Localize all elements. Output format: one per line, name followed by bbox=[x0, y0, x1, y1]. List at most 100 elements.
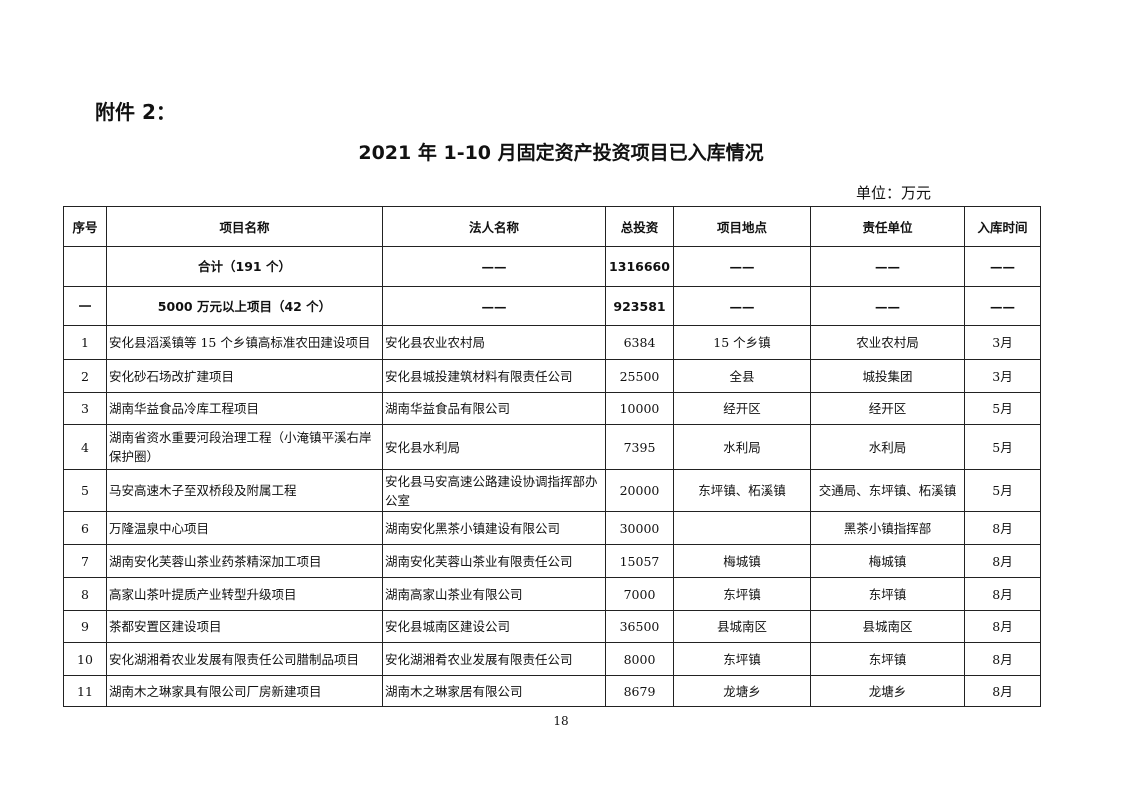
table-cell: 湖南高家山茶业有限公司 bbox=[382, 577, 606, 611]
table-cell: 20000 bbox=[605, 469, 674, 512]
table-cell: 一 bbox=[63, 286, 107, 326]
table-cell: 梅城镇 bbox=[810, 544, 965, 578]
table-cell: 10 bbox=[63, 642, 107, 676]
table-cell: 8月 bbox=[964, 642, 1041, 676]
table-cell: 30000 bbox=[605, 511, 674, 545]
table-cell: 25500 bbox=[605, 359, 674, 393]
table-cell: 5 bbox=[63, 469, 107, 512]
table-cell: 安化县城投建筑材料有限责任公司 bbox=[382, 359, 606, 393]
table-row: 3 湖南华益食品冷库工程项目 湖南华益食品有限公司 10000 经开区 经开区 5月 bbox=[63, 392, 1041, 425]
table-cell: 7000 bbox=[605, 577, 674, 611]
table-cell: —— bbox=[810, 246, 965, 287]
column-header: 入库时间 bbox=[964, 206, 1041, 247]
table-cell: 东坪镇 bbox=[810, 577, 965, 611]
table-cell: 8679 bbox=[605, 675, 674, 707]
table-cell: 农业农村局 bbox=[810, 325, 965, 360]
table-cell: 高家山茶叶提质产业转型升级项目 bbox=[106, 577, 383, 611]
table-row: 2 安化砂石场改扩建项目 安化县城投建筑材料有限责任公司 25500 全县 城投集团 3月 bbox=[63, 359, 1041, 393]
table-cell: 城投集团 bbox=[810, 359, 965, 393]
table-row: 1 安化县滔溪镇等 15 个乡镇高标准农田建设项目 安化县农业农村局 6384 15 个… bbox=[63, 325, 1041, 360]
table-cell: 15 个乡镇 bbox=[673, 325, 811, 360]
table-cell: 水利局 bbox=[810, 424, 965, 470]
table-cell: 水利局 bbox=[673, 424, 811, 470]
table-cell: 安化湖湘肴农业发展有限责任公司 bbox=[382, 642, 606, 676]
table-cell: 经开区 bbox=[810, 392, 965, 425]
column-header: 项目名称 bbox=[106, 206, 383, 247]
table-row: 10 安化湖湘肴农业发展有限责任公司腊制品项目 安化湖湘肴农业发展有限责任公司 800… bbox=[63, 642, 1041, 676]
table-cell: 1316660 bbox=[605, 246, 674, 287]
table-cell: 8月 bbox=[964, 577, 1041, 611]
table-cell: 龙塘乡 bbox=[673, 675, 811, 707]
table-cell: 6384 bbox=[605, 325, 674, 360]
table-cell: —— bbox=[382, 246, 606, 287]
table-cell: 3月 bbox=[964, 359, 1041, 393]
table-row: 11 湖南木之琳家具有限公司厂房新建项目 湖南木之琳家居有限公司 8679 龙塘乡 龙塘乡… bbox=[63, 675, 1041, 707]
table-cell: 梅城镇 bbox=[673, 544, 811, 578]
table-cell: 8 bbox=[63, 577, 107, 611]
table-cell: 8月 bbox=[964, 675, 1041, 707]
table-cell: 湖南安化黑茶小镇建设有限公司 bbox=[382, 511, 606, 545]
table-row: 4 湖南省资水重要河段治理工程（小淹镇平溪右岸保护圈） 安化县水利局 7395 水利局水… bbox=[63, 424, 1041, 470]
table-cell: 5月 bbox=[964, 469, 1041, 512]
table-cell bbox=[63, 246, 107, 287]
table-cell: 龙塘乡 bbox=[810, 675, 965, 707]
page-number: 18 bbox=[553, 714, 569, 728]
table-cell: 8000 bbox=[605, 642, 674, 676]
table-cell: 合计（191 个） bbox=[106, 246, 383, 287]
table-cell: 湖南木之琳家具有限公司厂房新建项目 bbox=[106, 675, 383, 707]
table-cell: 安化县水利局 bbox=[382, 424, 606, 470]
column-header: 序号 bbox=[63, 206, 107, 247]
table-cell: 5月 bbox=[964, 424, 1041, 470]
table-cell: 安化县滔溪镇等 15 个乡镇高标准农田建设项目 bbox=[106, 325, 383, 360]
table-cell: 8月 bbox=[964, 544, 1041, 578]
table-cell: 茶都安置区建设项目 bbox=[106, 610, 383, 643]
table-cell: 湖南安化芙蓉山茶业药茶精深加工项目 bbox=[106, 544, 383, 578]
summary-row: 一 5000 万元以上项目（42 个） —— 923581 —— —— —— bbox=[63, 286, 1041, 326]
table-row: 7 湖南安化芙蓉山茶业药茶精深加工项目 湖南安化芙蓉山茶业有限责任公司 15057 梅城… bbox=[63, 544, 1041, 578]
table-cell: —— bbox=[382, 286, 606, 326]
table-cell: 8月 bbox=[964, 511, 1041, 545]
table-cell: 3月 bbox=[964, 325, 1041, 360]
table-row: 5 马安高速木子至双桥段及附属工程 安化县马安高速公路建设协调指挥部办公室 20000… bbox=[63, 469, 1041, 512]
table-cell: 7 bbox=[63, 544, 107, 578]
table-cell: 经开区 bbox=[673, 392, 811, 425]
table-cell: 2 bbox=[63, 359, 107, 393]
table-cell: 5月 bbox=[964, 392, 1041, 425]
table-cell: —— bbox=[810, 286, 965, 326]
attachment-label: 附件 2： bbox=[95, 100, 176, 124]
table-cell: 3 bbox=[63, 392, 107, 425]
table-cell: 东坪镇、柘溪镇 bbox=[673, 469, 811, 512]
column-header: 总投资 bbox=[605, 206, 674, 247]
table-cell: 马安高速木子至双桥段及附属工程 bbox=[106, 469, 383, 512]
column-header: 责任单位 bbox=[810, 206, 965, 247]
table-cell: —— bbox=[673, 246, 811, 287]
table-cell: 万隆温泉中心项目 bbox=[106, 511, 383, 545]
summary-row: 合计（191 个） —— 1316660 —— —— —— bbox=[63, 246, 1041, 287]
table-cell: 安化砂石场改扩建项目 bbox=[106, 359, 383, 393]
table-cell: 安化县马安高速公路建设协调指挥部办公室 bbox=[382, 469, 606, 512]
table-cell: 全县 bbox=[673, 359, 811, 393]
unit-label: 单位：万元 bbox=[856, 184, 932, 202]
table-cell bbox=[673, 511, 811, 545]
table-row: 8 高家山茶叶提质产业转型升级项目 湖南高家山茶业有限公司 7000 东坪镇 东坪镇 8月 bbox=[63, 577, 1041, 611]
table-cell: 县城南区 bbox=[810, 610, 965, 643]
table-cell: 交通局、东坪镇、柘溪镇 bbox=[810, 469, 965, 512]
table-cell: 15057 bbox=[605, 544, 674, 578]
table-cell: 东坪镇 bbox=[673, 642, 811, 676]
table-cell: 11 bbox=[63, 675, 107, 707]
projects-table: 序号 项目名称 法人名称 总投资 项目地点 责任单位 入库时间 合计（191 个） —— 131… bbox=[63, 206, 1041, 707]
column-header: 项目地点 bbox=[673, 206, 811, 247]
page-title: 2021 年 1-10 月固定资产投资项目已入库情况 bbox=[358, 142, 764, 164]
table-cell: 安化湖湘肴农业发展有限责任公司腊制品项目 bbox=[106, 642, 383, 676]
table-cell: 湖南华益食品有限公司 bbox=[382, 392, 606, 425]
table-cell: 黑茶小镇指挥部 bbox=[810, 511, 965, 545]
table-header: 序号 项目名称 法人名称 总投资 项目地点 责任单位 入库时间 bbox=[63, 206, 1041, 247]
table-cell: 7395 bbox=[605, 424, 674, 470]
table-cell: 10000 bbox=[605, 392, 674, 425]
table-row: 6 万隆温泉中心项目 湖南安化黑茶小镇建设有限公司 30000 黑茶小镇指挥部 8月 bbox=[63, 511, 1041, 545]
table-cell: 湖南木之琳家居有限公司 bbox=[382, 675, 606, 707]
table-cell: 东坪镇 bbox=[673, 577, 811, 611]
column-header: 法人名称 bbox=[382, 206, 606, 247]
table-cell: 5000 万元以上项目（42 个） bbox=[106, 286, 383, 326]
